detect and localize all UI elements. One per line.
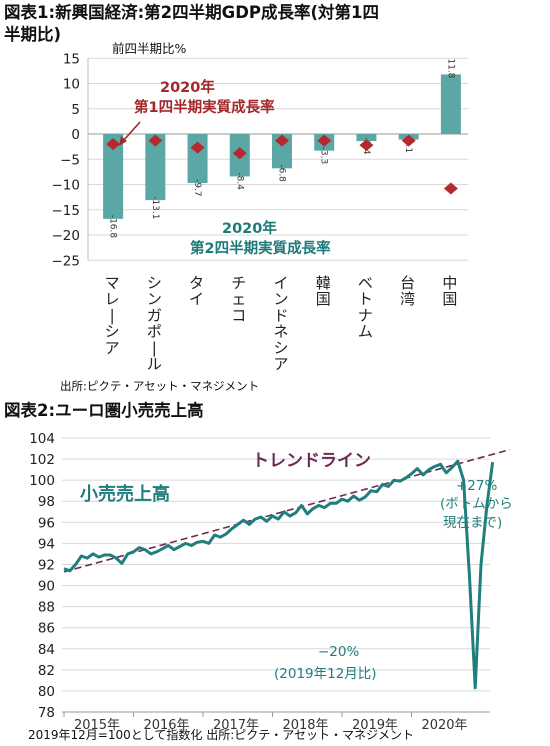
q2-annotation-line2: 第2四半期実質成長率 <box>190 239 331 257</box>
figure1-title-line2: 半期比) <box>4 25 62 44</box>
retail-sales-line <box>63 459 495 690</box>
q1-diamond-marker <box>317 134 332 147</box>
rebound-note1-annotation: (ボトムから <box>440 496 513 512</box>
y-tick-label: 98 <box>38 494 55 510</box>
y-tick-label: 82 <box>38 663 55 679</box>
q1-annotation-arrowhead <box>119 136 127 146</box>
bar <box>103 134 124 219</box>
y-tick-label: −25 <box>52 253 81 269</box>
bar <box>145 134 166 201</box>
q1-diamond-marker <box>275 134 289 147</box>
bar <box>272 134 292 169</box>
y-tick-label: −5 <box>60 152 80 168</box>
bar <box>356 134 377 142</box>
x-tick-label: 2017年 <box>213 718 259 733</box>
y-tick-label: 90 <box>38 579 55 595</box>
category-label: 中国 <box>442 274 457 308</box>
q1-diamond-marker <box>148 134 163 147</box>
bar-value-label: -8.4 <box>234 172 244 190</box>
category-label: チェコ <box>231 274 246 324</box>
y-tick-label: 96 <box>38 515 55 531</box>
q1-diamond-marker <box>232 147 247 160</box>
figure1-source: 出所:ピクテ・アセット・マネジメント <box>60 379 260 393</box>
category-label: ベトナム <box>358 274 373 341</box>
y-tick-label: 84 <box>38 642 55 658</box>
figure2-title: 図表2:ユーロ圏小売売上高 <box>4 401 204 420</box>
q1-diamond-marker <box>190 141 205 154</box>
y-tick-label: 10 <box>63 77 80 93</box>
bar-value-label: -3.3 <box>319 147 329 165</box>
gdp-bar-chart: 15 10 5 0 −5 −10 −15 −20 −25 -16.8 マレ|シア -13.1 シンガポ|… <box>52 51 468 373</box>
y-tick-label: −10 <box>52 178 81 194</box>
series-label: 小売売上高 <box>80 483 170 505</box>
drop-note-annotation: (2019年12月比) <box>274 666 377 682</box>
rebound-pct-annotation: +27% <box>456 478 497 494</box>
bar-value-label: -13.1 <box>150 196 160 219</box>
x-tick-label: 2018年 <box>282 718 328 733</box>
q1-diamond-marker <box>359 139 374 152</box>
bar-value-label: -6.8 <box>277 164 287 182</box>
category-label: シンガポ|ル <box>147 274 162 373</box>
figure1-title-line1: 図表1:新興国経済:第2四半期GDP成長率(対第1四 <box>4 3 380 22</box>
q1-annotation-line2: 第1四半期実質成長率 <box>134 98 275 116</box>
q1-annotation-line1: 2020年 <box>160 78 215 96</box>
q1-diamond-marker <box>443 182 458 195</box>
y-tick-label: 78 <box>38 705 55 721</box>
figure2-note: 2019年12月=100として指数化 出所:ピクテ・アセット・マネジメント <box>28 728 415 742</box>
x-tick-label: 2016年 <box>143 718 189 733</box>
category-label: マレ|シア <box>105 274 120 357</box>
y-tick-label: −15 <box>52 203 81 219</box>
x-tick-label: 2015年 <box>74 718 120 733</box>
bar <box>440 74 461 134</box>
y-tick-label: 80 <box>38 684 55 700</box>
q2-annotation-line1: 2020年 <box>222 219 277 237</box>
bar-value-label: -16.8 <box>108 215 118 239</box>
q1-diamond-marker <box>401 134 416 147</box>
drop-pct-annotation: −20% <box>318 644 359 660</box>
bar-value-label: 11.8 <box>445 58 455 78</box>
bar-value-label: -9.7 <box>192 179 202 197</box>
q1-diamond-marker <box>106 138 121 151</box>
x-tick-label: 2019年 <box>352 718 398 733</box>
y-tick-label: 92 <box>38 557 55 573</box>
q1-annotation-arrow <box>122 121 141 142</box>
y-tick-label: 0 <box>71 127 80 143</box>
y-tick-label: 104 <box>29 431 55 447</box>
y-tick-label: 88 <box>38 600 55 616</box>
category-label: インドネシア <box>273 274 288 373</box>
x-tick-label: 2020年 <box>421 718 467 733</box>
y-tick-label: 102 <box>29 452 55 468</box>
category-label: 台湾 <box>400 274 415 308</box>
rebound-note2-annotation: 現在まで) <box>443 515 502 531</box>
y-tick-label: 15 <box>63 51 80 67</box>
y-tick-label: 5 <box>71 102 80 118</box>
figure1-unit-label: 前四半期比% <box>112 41 187 56</box>
y-tick-label: 100 <box>29 473 55 489</box>
trend-line <box>63 448 511 573</box>
y-tick-label: −20 <box>52 228 81 244</box>
y-tick-label: 94 <box>38 536 55 552</box>
y-tick-label: 86 <box>38 621 55 637</box>
category-label: タイ <box>189 274 204 308</box>
trend-label: トレンドライン <box>252 451 371 471</box>
category-label: 韓国 <box>316 274 331 308</box>
